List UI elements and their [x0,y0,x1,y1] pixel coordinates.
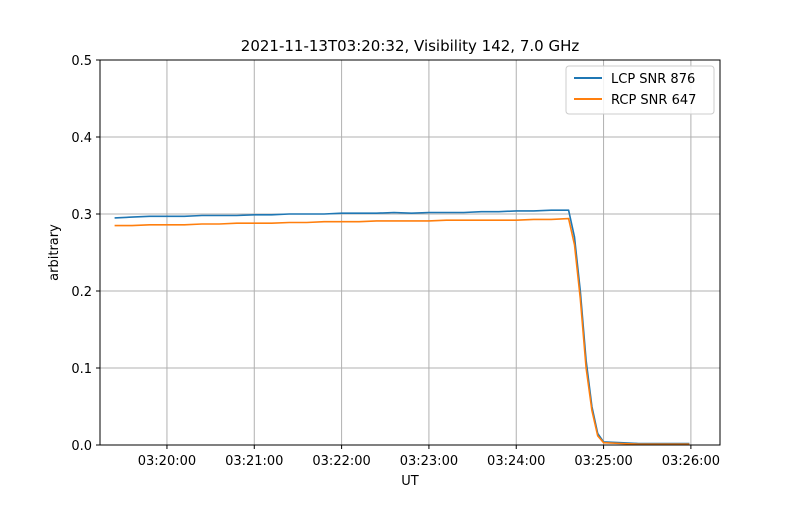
y-tick-label: 0.1 [71,362,92,377]
legend-box [565,65,715,115]
legend-label-2: RCP SNR 647 [611,93,696,108]
grid-layer [100,59,720,446]
x-tick-label: 03:23:00 [400,454,458,469]
ticks-layer: 03:20:00 03:21:00 03:22:00 03:23:00 03:24:00… [71,54,720,469]
x-tick-label: 03:22:00 [312,454,370,469]
x-tick-label: 03:21:00 [225,454,283,469]
x-axis-label: UT [401,474,419,489]
y-tick-label: 0.0 [71,439,92,454]
x-tick-label: 03:24:00 [487,454,545,469]
y-tick-label: 0.5 [71,54,92,69]
series-line-2 [114,217,690,446]
legend: LCP SNR 876 RCP SNR 647 [565,65,715,115]
y-tick-label: 0.3 [71,208,92,223]
x-tick-label: 03:25:00 [574,454,632,469]
y-tick-label: 0.2 [71,285,92,300]
x-tick-label: 03:26:00 [662,454,720,469]
series-layer [114,209,690,446]
legend-label-1: LCP SNR 876 [611,72,695,87]
plot-frame [99,59,721,446]
y-axis-label: arbitrary [47,224,62,281]
chart-title: 2021-11-13T03:20:32, Visibility 142, 7.0… [241,37,580,55]
x-tick-label: 03:20:00 [138,454,196,469]
y-tick-label: 0.4 [71,131,92,146]
